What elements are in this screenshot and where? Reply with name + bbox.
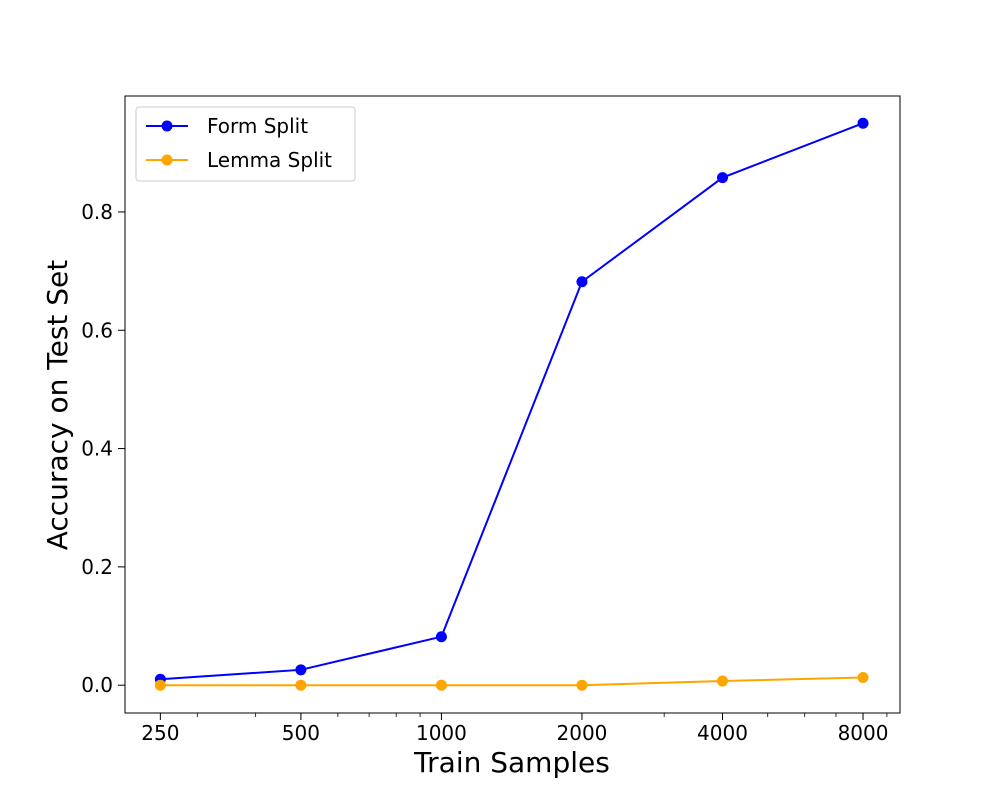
data-point-form-split bbox=[576, 276, 588, 288]
data-point-form-split bbox=[857, 117, 869, 129]
x-axis-title: Train Samples bbox=[413, 746, 610, 779]
legend: Form Split Lemma Split bbox=[135, 106, 356, 182]
x-axis-ticks: 250 500 1000 2000 4000 8000 bbox=[141, 713, 888, 745]
data-point-lemma-split bbox=[857, 672, 869, 684]
data-point-form-split bbox=[435, 631, 447, 643]
series-line-form-split bbox=[160, 122, 864, 681]
data-point-form-split bbox=[295, 664, 307, 676]
legend-marker-lemma-split bbox=[161, 154, 173, 166]
series-layer bbox=[154, 117, 869, 691]
y-tick-label: 0.2 bbox=[81, 555, 113, 579]
data-point-form-split bbox=[716, 172, 728, 184]
data-point-lemma-split bbox=[435, 679, 447, 691]
y-tick-label: 0.0 bbox=[81, 673, 113, 697]
legend-box bbox=[135, 106, 356, 182]
y-axis-title: Accuracy on Test Set bbox=[41, 260, 74, 551]
legend-entry-form-split: Form Split bbox=[146, 114, 308, 138]
data-point-lemma-split bbox=[576, 679, 588, 691]
data-point-lemma-split bbox=[154, 679, 166, 691]
x-tick-label: 2000 bbox=[557, 721, 608, 745]
data-point-lemma-split bbox=[716, 675, 728, 687]
x-tick-label: 8000 bbox=[838, 721, 889, 745]
data-point-lemma-split bbox=[295, 679, 307, 691]
y-tick-label: 0.6 bbox=[81, 318, 113, 342]
y-axis-ticks: 0.0 0.2 0.4 0.6 0.8 bbox=[81, 200, 125, 697]
plot-frame bbox=[124, 95, 901, 714]
x-tick-label: 1000 bbox=[416, 721, 467, 745]
legend-label-lemma-split: Lemma Split bbox=[207, 148, 332, 172]
legend-label-form-split: Form Split bbox=[207, 114, 308, 138]
legend-marker-form-split bbox=[161, 120, 173, 132]
legend-entry-lemma-split: Lemma Split bbox=[146, 148, 332, 172]
y-tick-label: 0.8 bbox=[81, 200, 113, 224]
y-tick-label: 0.4 bbox=[81, 437, 113, 461]
series-line-lemma-split bbox=[160, 676, 864, 687]
x-tick-label: 4000 bbox=[697, 721, 748, 745]
x-tick-label: 250 bbox=[141, 721, 179, 745]
x-tick-label: 500 bbox=[282, 721, 320, 745]
